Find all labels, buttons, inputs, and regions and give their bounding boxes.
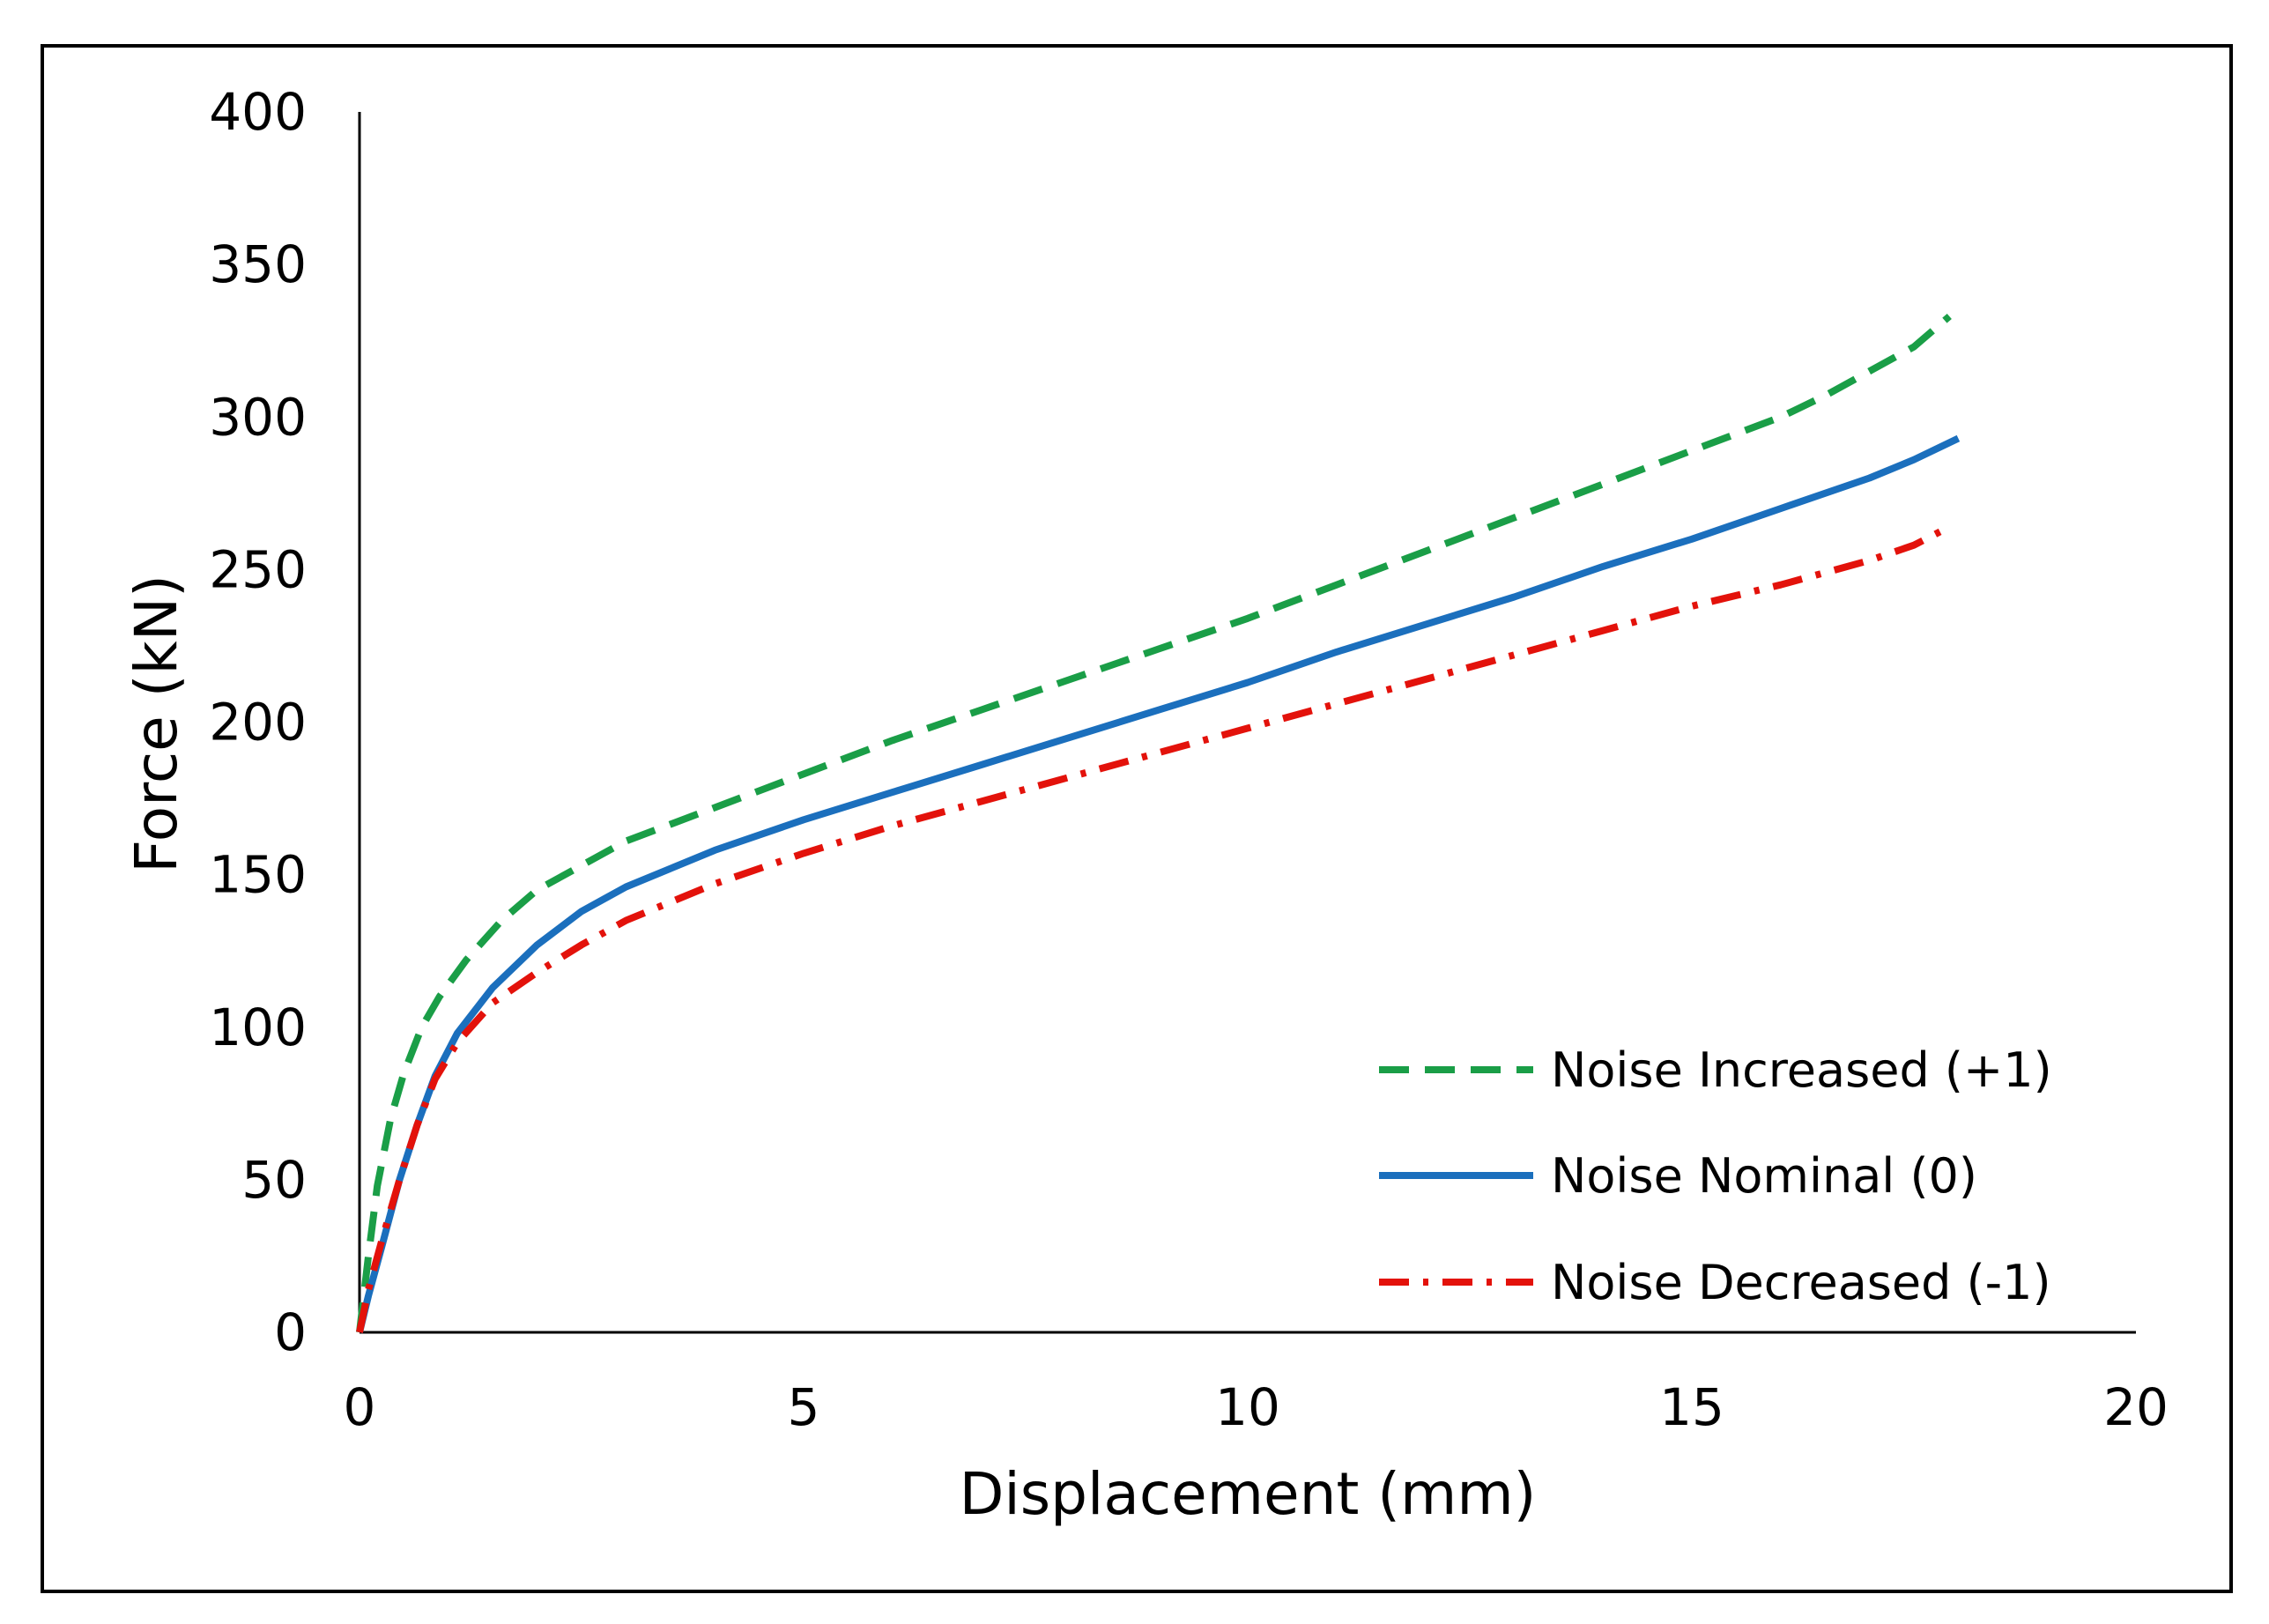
y-tick-label: 400 xyxy=(209,82,307,142)
x-tick-label: 10 xyxy=(1215,1377,1280,1437)
y-tick-label: 300 xyxy=(209,387,307,447)
series-line xyxy=(356,313,1952,1333)
y-tick-label: 150 xyxy=(209,845,307,905)
legend-label: Noise Decreased (-1) xyxy=(1551,1255,2051,1310)
legend-label: Noise Nominal (0) xyxy=(1551,1148,1977,1204)
chart-frame xyxy=(41,44,2233,1593)
legend: Noise Increased (+1) Noise Nominal (0) Noi… xyxy=(1379,1042,2052,1310)
x-tick-label: 0 xyxy=(344,1377,376,1437)
legend-label: Noise Increased (+1) xyxy=(1551,1042,2052,1098)
x-tick-label: 5 xyxy=(788,1377,820,1437)
x-tick-label: 15 xyxy=(1659,1377,1724,1437)
y-axis: 0 50 100 150 200 250 300 350 400 xyxy=(209,82,361,1362)
y-tick-label: 350 xyxy=(209,234,307,294)
x-axis: 0 5 10 15 20 xyxy=(344,1331,2169,1437)
y-tick-label: 0 xyxy=(274,1302,307,1362)
series-line xyxy=(356,434,1961,1333)
y-tick-label: 250 xyxy=(209,539,307,599)
y-axis-title: Force (kN) xyxy=(122,575,190,873)
y-tick-label: 100 xyxy=(209,997,307,1057)
y-tick-label: 50 xyxy=(241,1150,307,1210)
y-tick-label: 200 xyxy=(209,693,307,753)
series-line xyxy=(356,523,1952,1333)
x-tick-label: 20 xyxy=(2103,1377,2169,1437)
x-axis-title: Displacement (mm) xyxy=(960,1460,1537,1528)
series-group xyxy=(356,313,1961,1333)
